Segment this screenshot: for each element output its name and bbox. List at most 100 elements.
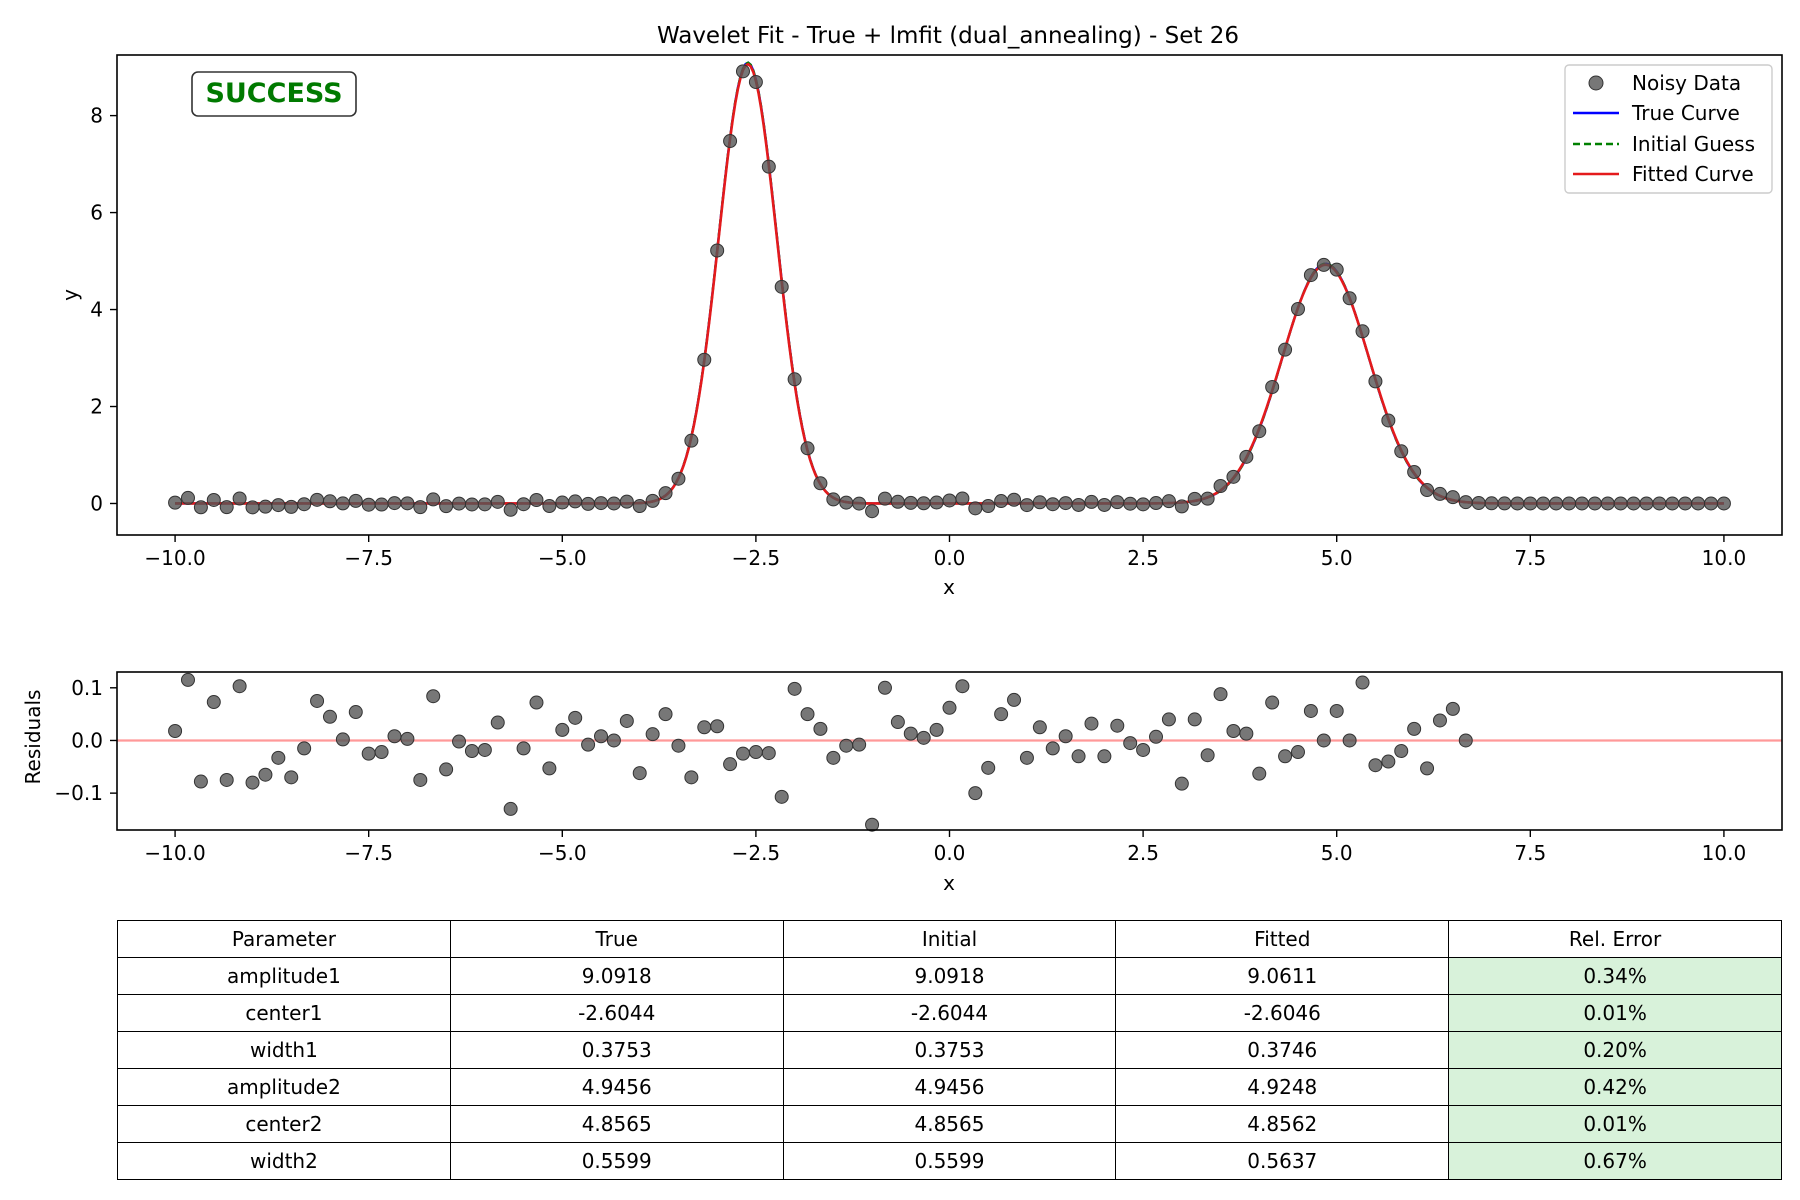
data-point (1368, 374, 1383, 389)
data-point (1445, 490, 1460, 505)
data-point (748, 75, 763, 90)
data-point (193, 500, 208, 515)
data-point (232, 491, 247, 506)
true-curve-line (175, 61, 1724, 505)
residual-point (1097, 749, 1112, 764)
residual-points (168, 672, 1473, 832)
table-cell-parameter: amplitude1 (117, 957, 451, 995)
table-cell-parameter: width2 (117, 1142, 451, 1180)
data-point (929, 495, 944, 510)
data-point (426, 492, 441, 507)
data-point (1290, 301, 1305, 316)
table-header-rel-error: Rel. Error (1448, 920, 1782, 958)
legend: Noisy Data True Curve Initial Guess Fitt… (1564, 64, 1773, 194)
residual-point (1252, 766, 1267, 781)
y-tick-label: 8 (90, 104, 103, 128)
residual-point (852, 737, 867, 752)
data-point (1174, 499, 1189, 514)
residual-point (1213, 687, 1228, 702)
residual-point (619, 713, 634, 728)
residual-point (555, 722, 570, 737)
residual-point (1226, 723, 1241, 738)
x-tick-label: 2.5 (1127, 841, 1159, 865)
y-tick-label: 6 (90, 201, 103, 225)
data-point (1161, 494, 1176, 509)
data-point (581, 496, 596, 511)
residual-point (955, 679, 970, 694)
data-point (1045, 497, 1060, 512)
residual-point (839, 738, 854, 753)
status-badge-text: SUCCESS (205, 78, 342, 109)
data-point (1523, 496, 1538, 511)
data-point (180, 490, 195, 505)
data-point (723, 134, 738, 149)
residual-point (335, 732, 350, 747)
residual-point (529, 695, 544, 710)
table-row: amplitude1 9.0918 9.0918 9.0611 0.34% (117, 957, 1782, 995)
data-point (1407, 464, 1422, 479)
residual-point (606, 733, 621, 748)
x-tick-label: −2.5 (732, 546, 781, 570)
residual-point (632, 766, 647, 781)
data-point (503, 502, 518, 517)
status-badge-box (191, 71, 357, 117)
residual-point (1407, 721, 1422, 736)
residual-point (968, 786, 983, 801)
residual-point (826, 750, 841, 765)
residual-point (800, 707, 815, 722)
data-point (1123, 496, 1138, 511)
residual-point (258, 767, 273, 782)
x-tick-label: −10.0 (144, 841, 205, 865)
x-tick-label: 7.5 (1514, 546, 1546, 570)
data-point (1265, 379, 1280, 394)
data-point (787, 372, 802, 387)
data-point (619, 494, 634, 509)
data-point (464, 497, 479, 512)
y-tick-label: 0 (90, 491, 103, 515)
residual-point (865, 817, 880, 832)
residual-point (1381, 754, 1396, 769)
data-point (942, 493, 957, 508)
residual-point (1355, 675, 1370, 690)
table-row: center2 4.8565 4.8565 4.8562 0.01% (117, 1105, 1782, 1143)
main-y-axis-label: y (58, 289, 82, 301)
main-y-ticks: 0 2 4 6 8 (90, 104, 117, 515)
data-point (697, 352, 712, 367)
data-point (1484, 496, 1499, 511)
data-point (1187, 491, 1202, 506)
residuals-y-axis-label: Residuals (21, 690, 45, 785)
residual-point (193, 774, 208, 789)
residual-point (748, 745, 763, 760)
table-cell-rel-error: 0.67% (1448, 1142, 1782, 1180)
residual-point (464, 744, 479, 758)
data-point (322, 494, 337, 509)
data-point (374, 497, 389, 512)
residual-point (787, 681, 802, 696)
data-point (877, 491, 892, 506)
status-badge: SUCCESS (191, 71, 357, 117)
y-tick-label: −0.1 (54, 781, 103, 805)
data-point (542, 499, 557, 514)
legend-label-fitted-curve: Fitted Curve (1632, 162, 1754, 186)
residual-point (168, 723, 183, 738)
data-point (490, 494, 505, 509)
table-header-initial: Initial (782, 920, 1117, 958)
residuals-x-ticks: −10.0 −7.5 −5.0 −2.5 0.0 2.5 5.0 7.5 10.0 (144, 830, 1746, 865)
residual-point (361, 746, 376, 761)
data-point (1549, 496, 1564, 511)
data-point (1574, 496, 1589, 511)
table-cell-rel-error: 0.42% (1448, 1068, 1782, 1106)
table-cell-parameter: center2 (117, 1105, 451, 1143)
data-point (1497, 496, 1512, 511)
x-tick-label: 7.5 (1514, 841, 1546, 865)
residual-point (310, 693, 325, 708)
residual-point (1058, 729, 1073, 744)
residual-point (1290, 745, 1305, 760)
residual-point (1110, 718, 1125, 733)
residual-point (697, 720, 712, 735)
data-point (452, 496, 467, 511)
y-tick-label: 2 (90, 395, 103, 419)
data-point (606, 496, 621, 511)
residual-point (1071, 749, 1086, 764)
